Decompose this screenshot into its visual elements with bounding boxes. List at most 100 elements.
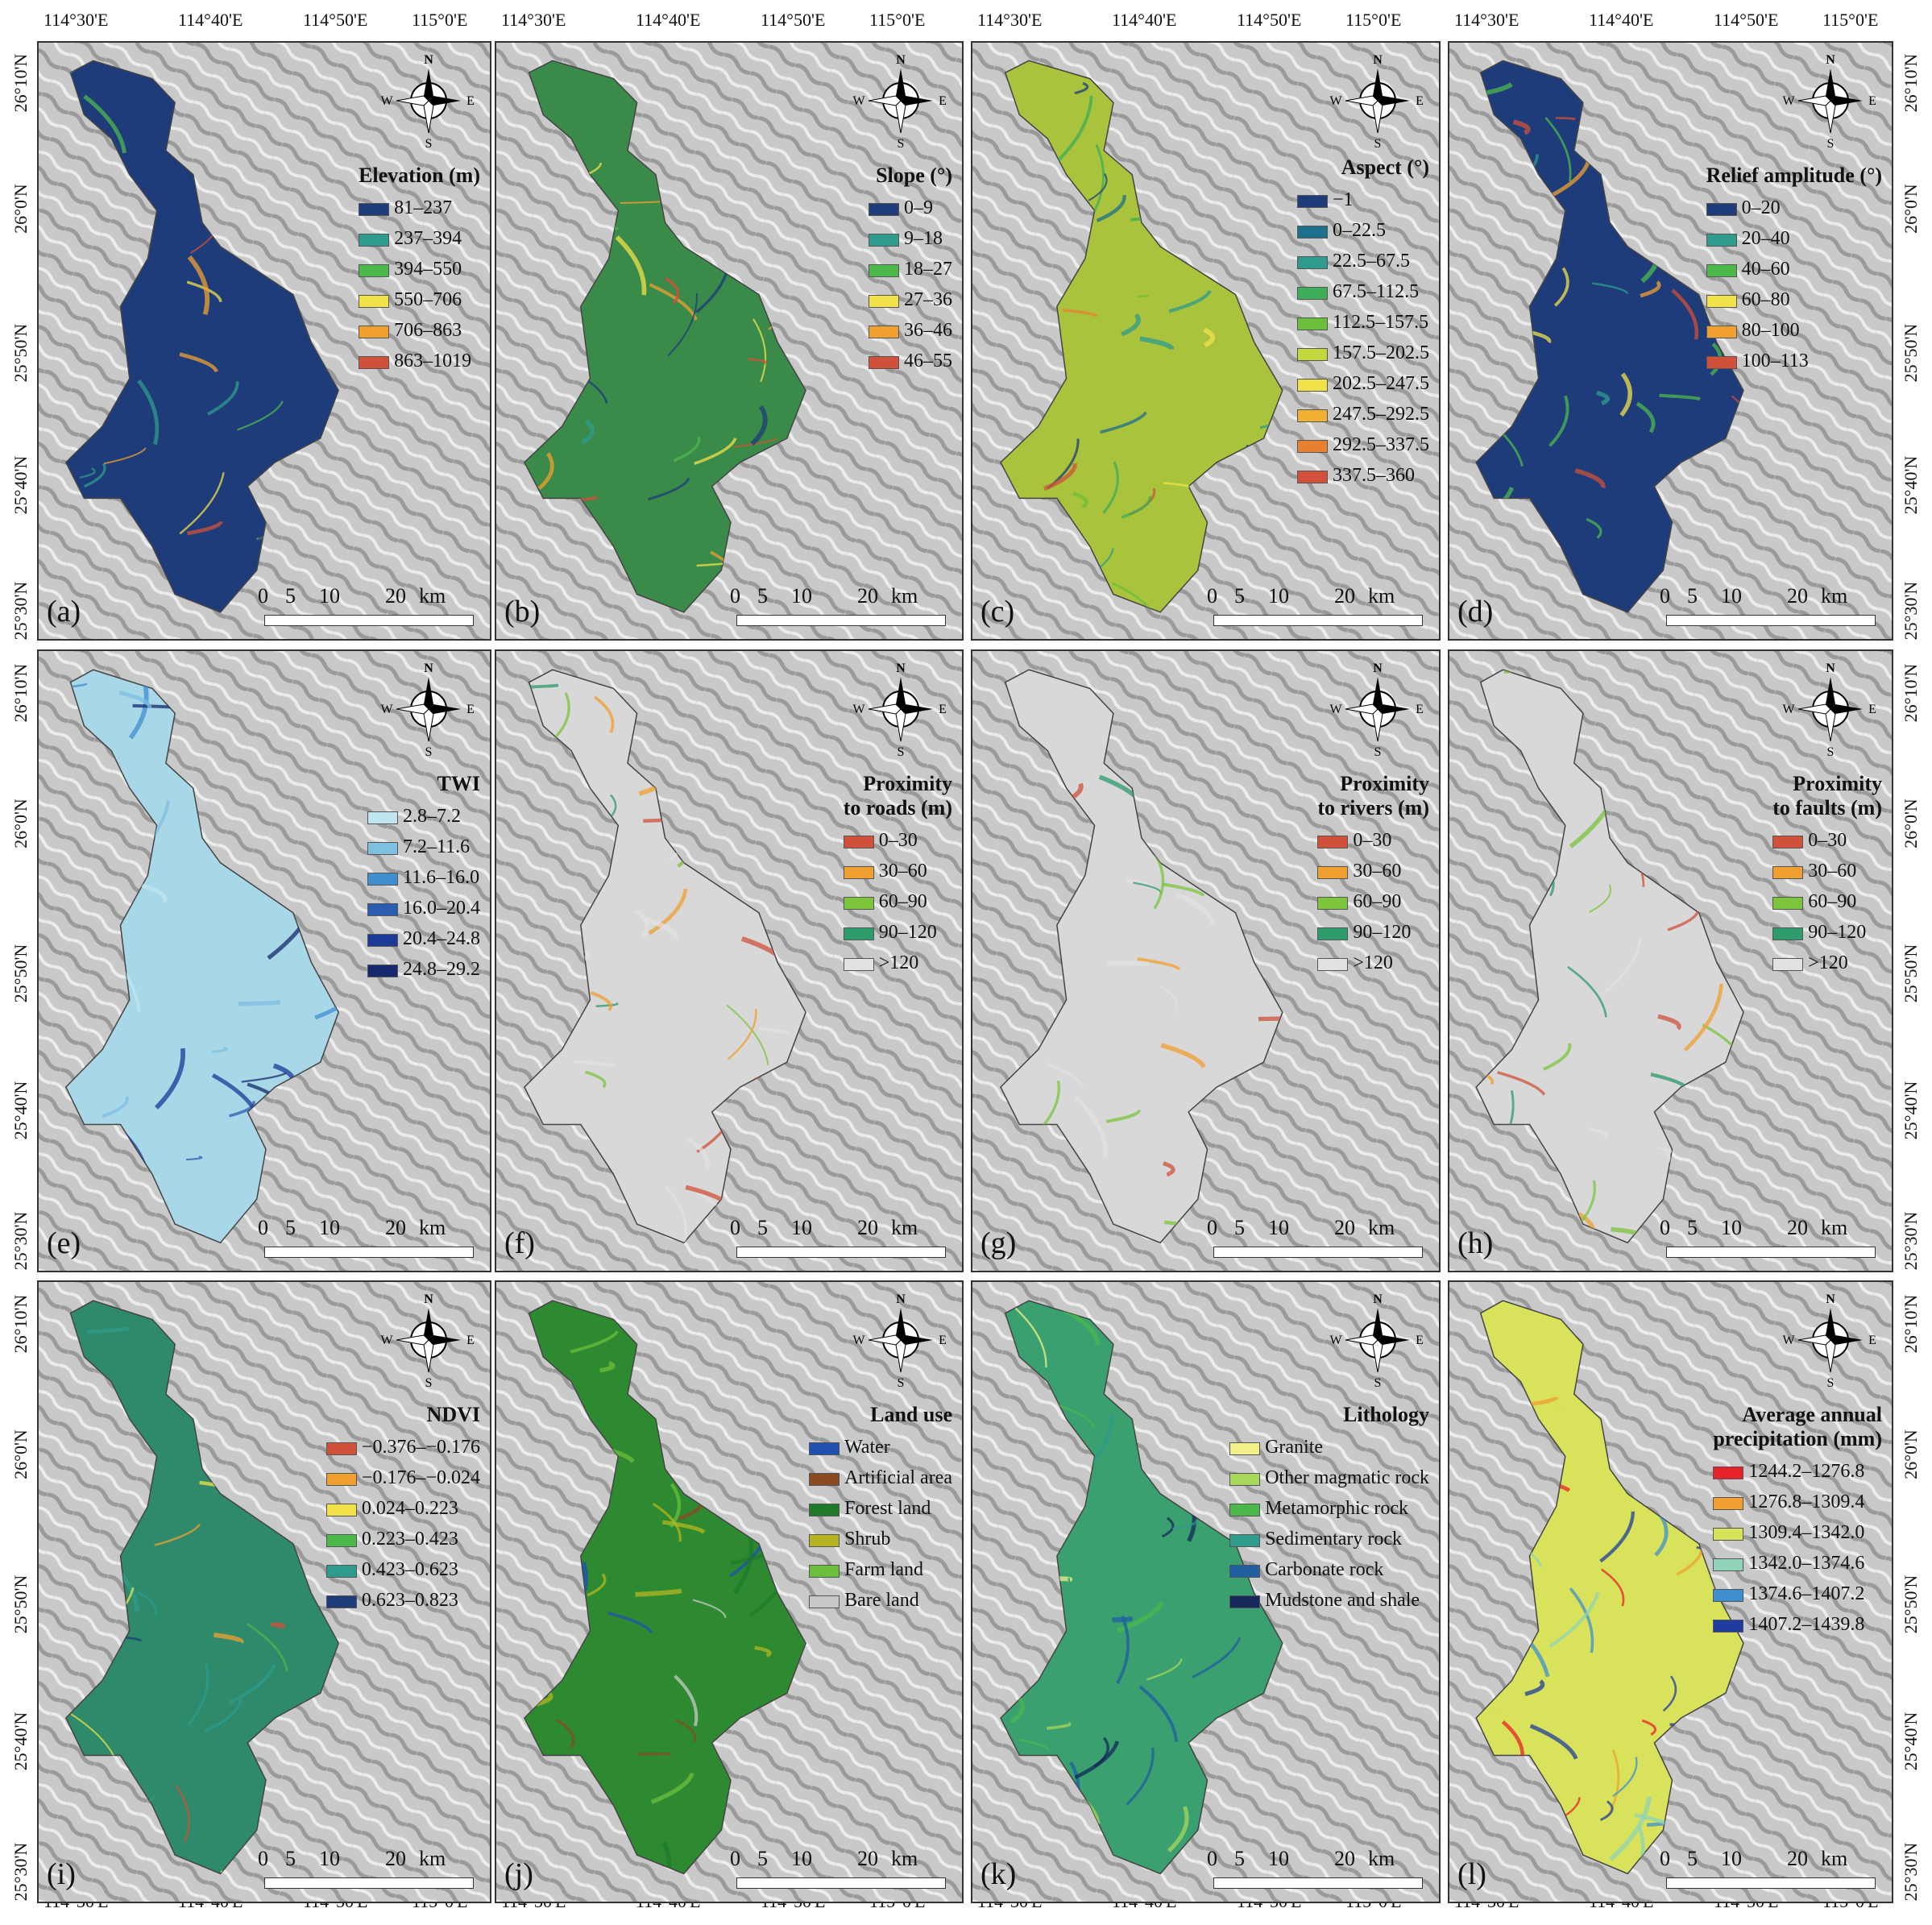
- scale-bar-label: 10: [1268, 1847, 1289, 1870]
- legend-item: 60–80: [1706, 288, 1882, 318]
- svg-text:N: N: [1826, 662, 1835, 675]
- longitude-tick-label: 114°50'E: [761, 10, 826, 30]
- legend-item-label: −0.376–−0.176: [361, 1437, 480, 1458]
- legend-item: 46–55: [869, 349, 952, 380]
- panel-label: (d): [1457, 595, 1494, 629]
- svg-text:E: E: [1416, 1334, 1424, 1347]
- legend-a: Elevation (m) 81–237 237–394 394–550 550–706…: [359, 164, 480, 380]
- legend-swatch: [325, 1565, 357, 1578]
- longitude-tick-label: 114°30'E: [44, 10, 109, 30]
- scale-bar-label: 5: [757, 1216, 768, 1239]
- legend-item-label: 60–80: [1741, 289, 1790, 310]
- legend-item-label: 30–60: [1353, 861, 1402, 882]
- latitude-tick-label: 25°50'N: [1901, 1574, 1921, 1634]
- legend-item: −0.376–−0.176: [325, 1435, 480, 1466]
- legend-item: 20.4–24.8: [367, 927, 480, 957]
- svg-text:W: W: [380, 1334, 393, 1347]
- latitude-tick-label: 25°50'N: [10, 1574, 31, 1634]
- legend-item: 80–100: [1706, 318, 1882, 349]
- legend-item: 1342.0–1374.6: [1713, 1551, 1882, 1582]
- scale-bar-unit: km: [891, 1216, 918, 1239]
- latitude-tick-label: 25°30'N: [1901, 581, 1921, 641]
- svg-text:W: W: [380, 94, 393, 108]
- study-area-e: [64, 669, 340, 1244]
- legend-item-label: >120: [1353, 952, 1393, 973]
- legend-item-label: 0.223–0.423: [361, 1529, 458, 1550]
- scale-bar-graphic: [1213, 615, 1423, 626]
- legend-item: 30–60: [843, 859, 952, 890]
- legend-swatch: [1229, 1534, 1261, 1547]
- legend-item: 11.6–16.0: [367, 865, 480, 896]
- scale-bar-graphic: [736, 1247, 946, 1258]
- legend-item: 157.5–202.5: [1297, 341, 1429, 371]
- study-area-a: [64, 60, 340, 613]
- latitude-tick-label: 26°0'N: [10, 184, 31, 234]
- legend-swatch: [1297, 348, 1328, 361]
- svg-text:E: E: [1416, 703, 1424, 716]
- scale-bar-graphic: [1666, 615, 1876, 626]
- legend-swatch: [843, 866, 874, 879]
- legend-swatch: [325, 1534, 357, 1547]
- legend-swatch: [1229, 1595, 1261, 1608]
- scale-bar-label: 10: [791, 584, 812, 608]
- svg-text:N: N: [1826, 1292, 1835, 1306]
- legend-swatch: [1713, 1620, 1744, 1633]
- legend-swatch: [359, 234, 390, 247]
- latitude-tick-label: 26°0'N: [1901, 1429, 1921, 1480]
- legend-item: 247.5–292.5: [1297, 402, 1429, 433]
- legend-swatch: [869, 264, 899, 277]
- scale-bar-unit: km: [419, 1847, 446, 1870]
- svg-text:N: N: [896, 662, 906, 675]
- legend-item-label: 7.2–11.6: [403, 836, 471, 857]
- longitude-tick-label: 115°0'E: [1822, 10, 1879, 30]
- legend-item: −1: [1297, 188, 1429, 218]
- scale-bar-unit: km: [1821, 584, 1848, 608]
- legend-item-label: 40–60: [1741, 259, 1790, 280]
- legend-item: 18–27: [869, 257, 952, 288]
- scale-bar: 0 5 10 20 km: [1660, 584, 1877, 633]
- panel-label: (a): [47, 595, 81, 629]
- legend-item-label: 60–90: [1808, 891, 1857, 912]
- legend-title-line: precipitation (mm): [1713, 1427, 1882, 1450]
- scale-bar-graphic: [264, 615, 474, 626]
- legend-item-label: 0–30: [878, 830, 918, 851]
- legend-title-line: Proximity: [1793, 772, 1882, 795]
- north-arrow-compass-icon: N S W E: [1329, 53, 1423, 151]
- legend-swatch: [1297, 409, 1328, 422]
- scale-bar-graphic: [1213, 1247, 1423, 1258]
- legend-swatch: [1297, 471, 1328, 483]
- legend-item-label: 1309.4–1342.0: [1748, 1522, 1865, 1543]
- panel-label: (i): [47, 1857, 76, 1891]
- legend-swatch: [1229, 1565, 1261, 1578]
- legend-item: 0–30: [1317, 828, 1429, 859]
- scale-bar-graphic: [264, 1247, 474, 1258]
- longitude-tick-label: 114°40'E: [1112, 10, 1177, 30]
- scale-bar-label: 20: [857, 1847, 878, 1870]
- legend-swatch: [1297, 287, 1328, 300]
- scale-bar-label: 10: [1268, 1216, 1289, 1239]
- legend-title: Proximity to rivers (m): [1317, 772, 1429, 820]
- legend-swatch: [1317, 897, 1349, 910]
- hillshade-basemap: [39, 1282, 490, 1902]
- scale-bar-labels: 0 5 10 20 km: [730, 1216, 947, 1240]
- longitude-tick-label: 114°50'E: [1714, 10, 1779, 30]
- scale-bar-unit: km: [891, 584, 918, 608]
- legend-f: Proximity to roads (m) 0–30 30–60 60–90 90–12…: [843, 772, 952, 981]
- scale-bar-label: 10: [319, 1847, 340, 1870]
- legend-swatch: [367, 873, 398, 886]
- latitude-tick-label: 25°30'N: [10, 1212, 31, 1271]
- scale-bar-label: 0: [258, 1847, 268, 1870]
- svg-text:N: N: [1826, 53, 1835, 67]
- longitude-tick-label: 115°0'E: [869, 10, 926, 30]
- legend-swatch: [869, 326, 899, 338]
- legend-c: Aspect (°) −1 0–22.5 22.5–67.5 67.5–112.5 112…: [1297, 156, 1429, 494]
- latitude-tick-label: 25°30'N: [10, 1843, 31, 1902]
- svg-text:E: E: [939, 94, 947, 108]
- panel-label: (j): [504, 1857, 533, 1891]
- study-area-j: [523, 1300, 806, 1875]
- legend-item: >120: [1772, 951, 1882, 981]
- legend-item-label: 20.4–24.8: [403, 928, 480, 949]
- legend-title-line: Land use: [870, 1403, 952, 1426]
- longitude-tick-label: 114°30'E: [501, 10, 566, 30]
- scale-bar-label: 20: [1334, 584, 1355, 608]
